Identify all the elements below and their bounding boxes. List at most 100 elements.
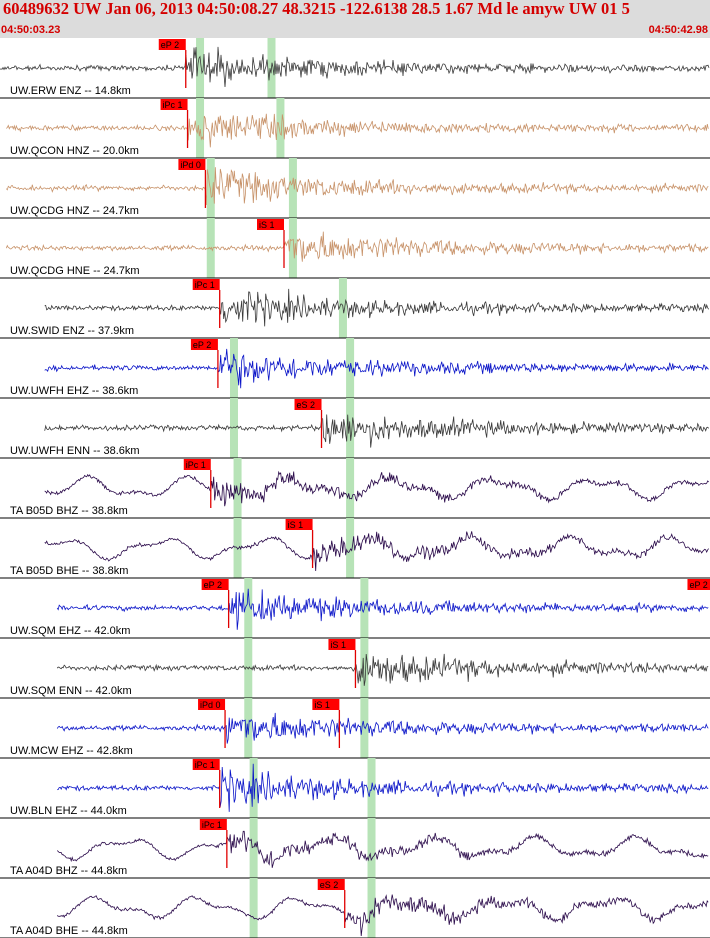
window-band: [233, 518, 242, 578]
trace-label: UW.QCDG HNE -- 24.7km: [10, 265, 140, 277]
trace-row: iS 1 UW.QCDG HNE -- 24.7km: [0, 218, 710, 279]
trace-label: TA B05D BHE -- 38.8km: [10, 565, 128, 577]
window-band: [288, 218, 297, 278]
trace-label: UW.BLN EHZ -- 44.0km: [10, 805, 127, 817]
trace-label: UW.SWID ENZ -- 37.9km: [10, 325, 134, 337]
trace-row: iPc 1 UW.QCON HNZ -- 20.0km: [0, 98, 710, 159]
pick-label: eP 2: [204, 580, 222, 590]
pick-label: iS 1: [259, 220, 275, 230]
window-band: [276, 98, 285, 158]
trace-row: iPc 1 TA B05D BHZ -- 38.8km: [0, 458, 710, 519]
pick-flag: [192, 759, 220, 770]
waveform: [57, 763, 709, 812]
pick-label: iPc 1: [195, 280, 215, 290]
waveform: [44, 414, 710, 448]
trace-label: UW.MCW EHZ -- 42.8km: [10, 745, 133, 757]
trace-label: UW.QCON HNZ -- 20.0km: [10, 145, 139, 157]
pick-flag: [199, 819, 227, 830]
pick-label: iPd 0: [180, 160, 201, 170]
pick-label: eP 2: [689, 580, 707, 590]
pick-flag: [201, 579, 229, 590]
pick-flag: [192, 279, 220, 290]
window-band: [244, 578, 253, 638]
end-time: 04:50:42.98: [648, 24, 708, 36]
pick-flag: [198, 699, 226, 710]
trace-row: eS 2 TA A04D BHE -- 44.8km: [0, 878, 710, 938]
pick-label: eP 2: [161, 40, 179, 50]
waveform: [44, 348, 709, 389]
window-band: [367, 878, 376, 938]
waveform: [56, 894, 709, 937]
window-band: [206, 158, 215, 218]
pick-label: iS 1: [330, 640, 346, 650]
trace-row: eP 2 UW.ERW ENZ -- 14.8km: [0, 38, 710, 99]
window-band: [196, 38, 205, 98]
pick-flag: [687, 579, 710, 590]
trace-row: iPc 1 UW.BLN EHZ -- 44.0km: [0, 758, 710, 819]
pick-label: iPc 1: [186, 460, 206, 470]
trace-label: TA A04D BHE -- 44.8km: [10, 925, 128, 937]
trace-row: iPd 0 iS 1 UW.MCW EHZ -- 42.8km: [0, 698, 710, 759]
trace-row: eS 2 UW.UWFH ENN -- 38.6km: [0, 398, 710, 459]
pick-flag: [257, 219, 284, 230]
pick-label: eP 2: [193, 340, 211, 350]
window-band: [346, 518, 355, 578]
trace-label: UW.UWFH EHZ -- 38.6km: [10, 385, 138, 397]
trace-label: TA A04D BHZ -- 44.8km: [10, 865, 127, 877]
trace-label: UW.UWFH ENN -- 38.6km: [10, 445, 140, 457]
pick-label: iPc 1: [202, 820, 222, 830]
trace-label: UW.SQM ENN -- 42.0km: [10, 685, 132, 697]
trace-row: iS 1 UW.SQM ENN -- 42.0km: [0, 638, 710, 699]
window-band: [249, 878, 258, 938]
trace-row: iPc 1 TA A04D BHZ -- 44.8km: [0, 818, 710, 879]
trace-label: UW.QCDG HNZ -- 24.7km: [10, 205, 139, 217]
window-band: [288, 158, 297, 218]
pick-label: iS 1: [288, 520, 304, 530]
waveform: [0, 46, 710, 88]
pick-flag: [328, 639, 356, 650]
trace-row: iPc 1 UW.SWID ENZ -- 37.9km: [0, 278, 710, 339]
waveform: [44, 531, 710, 572]
pick-flag: [285, 519, 313, 530]
pick-flag: [294, 399, 322, 410]
window-band: [233, 458, 242, 518]
waveform: [56, 588, 709, 630]
window-band: [346, 458, 355, 518]
pick-label: iPd 0: [200, 700, 221, 710]
waveform: [6, 113, 709, 148]
seismogram-plot: eP 2 UW.ERW ENZ -- 14.8km iPc 1 UW.QCON HNZ…: [0, 38, 710, 938]
window-band: [249, 818, 258, 878]
waveform: [56, 712, 709, 744]
pick-flag: [183, 459, 211, 470]
waveform: [56, 830, 709, 868]
waveform: [44, 288, 710, 327]
window-band: [360, 698, 369, 758]
pick-flag: [178, 159, 206, 170]
window-band: [229, 338, 238, 398]
trace-row: iPd 0 UW.QCDG HNZ -- 24.7km: [0, 158, 710, 219]
window-band: [367, 818, 376, 878]
pick-label: eS 2: [320, 880, 339, 890]
pick-label: iPc 1: [163, 100, 183, 110]
window-band: [229, 398, 238, 458]
trace-row: eP 2 UW.UWFH EHZ -- 38.6km: [0, 338, 710, 399]
trace-label: UW.ERW ENZ -- 14.8km: [10, 85, 131, 97]
pick-flag: [160, 99, 188, 110]
pick-flag: [190, 339, 218, 350]
event-title: 60489632 UW Jan 06, 2013 04:50:08.27 48.…: [3, 0, 630, 18]
header-bar: 60489632 UW Jan 06, 2013 04:50:08.27 48.…: [0, 0, 710, 38]
pick-label: eS 2: [297, 400, 316, 410]
waveform: [5, 231, 709, 262]
pick-flag: [312, 699, 340, 710]
start-time: 04:50:03.23: [1, 24, 61, 36]
waveform: [56, 653, 709, 686]
pick-flag: [158, 39, 186, 50]
pick-flag: [317, 879, 345, 890]
pick-label: iS 1: [314, 700, 330, 710]
pick-label: iPc 1: [195, 760, 215, 770]
trace-row: eP 2 eP 2 UW.SQM EHZ -- 42.0km: [0, 578, 710, 639]
waveform: [44, 470, 709, 507]
trace-label: TA B05D BHZ -- 38.8km: [10, 505, 128, 517]
window-band: [360, 638, 369, 698]
